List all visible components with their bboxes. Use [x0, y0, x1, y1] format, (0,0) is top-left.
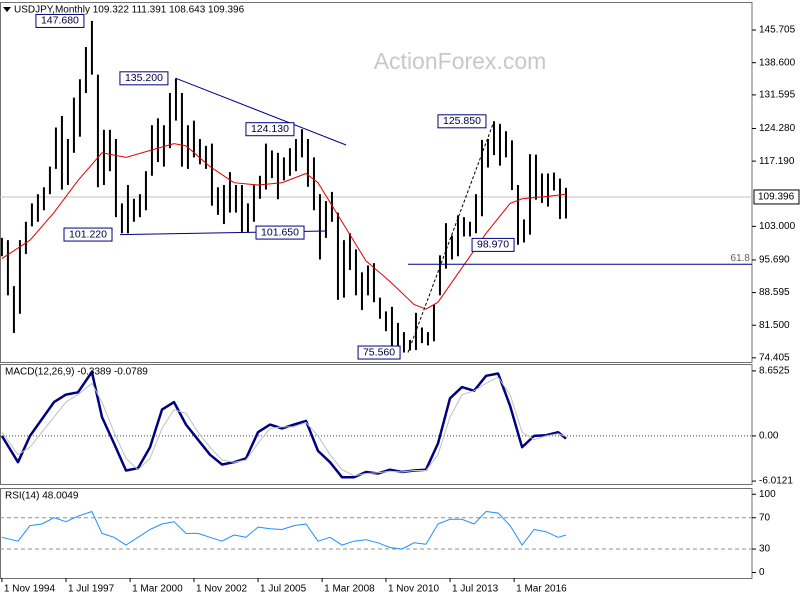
y-tick-label: 0.00: [759, 431, 779, 442]
y-tick-label: -6.0121: [759, 476, 793, 487]
annotation-box: [471, 237, 515, 252]
annotation-box: [245, 122, 295, 137]
panel-title: USDJPY,Monthly 109.322 111.391 108.643 1…: [14, 5, 245, 16]
annotation-label: 147.680: [41, 15, 79, 27]
annotation-box: [63, 227, 113, 242]
x-tick-label: 1 Mar 2000: [132, 584, 183, 595]
x-tick-label: 1 Mar 2008: [324, 584, 375, 595]
x-tick-label: 1 Jul 2005: [260, 584, 307, 595]
y-tick-label: 88.595: [759, 287, 790, 298]
y-tick-label: 74.405: [759, 352, 790, 363]
y-tick-label: 131.595: [759, 90, 796, 101]
annotation-label: 124.130: [251, 123, 289, 135]
y-tick-label: 70: [759, 512, 771, 523]
last-price-box: [753, 189, 800, 205]
annotation-box: [35, 13, 85, 28]
x-tick-label: 1 Nov 1994: [4, 584, 56, 595]
annotation-label: 135.200: [125, 72, 163, 84]
y-tick-label: 30: [759, 544, 771, 555]
annotation-box: [119, 71, 169, 86]
trend-line: [175, 77, 347, 146]
x-tick-label: 1 Nov 2002: [196, 584, 248, 595]
x-tick-label: 1 Mar 2016: [516, 584, 567, 595]
indicator-line: [1, 511, 567, 550]
panel-frame: [0, 488, 753, 579]
annotation-box: [437, 114, 487, 129]
y-tick-label: 117.190: [759, 156, 795, 167]
x-tick-label: 1 Nov 2010: [388, 584, 440, 595]
panel-title: MACD(12,26,9) -0.3389 -0.0789: [5, 367, 148, 378]
annotation-label: 125.850: [443, 115, 481, 127]
y-tick-label: 100: [759, 489, 776, 500]
y-tick-label: 81.500: [759, 320, 790, 331]
symbol-icon: [3, 7, 11, 12]
y-tick-label: 8.6525: [759, 366, 790, 377]
annotation-box: [255, 225, 305, 240]
panel-frame: [0, 364, 753, 485]
annotation-label: 101.220: [69, 228, 107, 240]
y-tick-label: 95.690: [759, 255, 790, 266]
watermark: ActionForex.com: [374, 48, 547, 74]
annotation-label: 98.970: [477, 239, 509, 251]
trend-line: [407, 121, 495, 353]
x-tick-label: 1 Jul 1997: [68, 584, 115, 595]
panel-frame: [0, 2, 753, 363]
y-tick-label: 124.280: [759, 123, 796, 134]
y-tick-label: 0: [759, 567, 765, 578]
last-price-label: 109.396: [758, 192, 795, 203]
panel-title: RSI(14) 48.0049: [5, 491, 79, 502]
y-tick-label: 103.000: [759, 221, 796, 232]
y-tick-label: 138.600: [759, 57, 796, 68]
indicator-line: [0, 370, 567, 479]
x-tick-label: 1 Jul 2013: [452, 584, 499, 595]
y-tick-label: 145.705: [759, 25, 796, 36]
annotation-label: 101.650: [261, 226, 299, 238]
indicator-line: [1, 376, 567, 477]
annotation-box: [357, 345, 401, 360]
fibonacci-label: 61.8: [731, 253, 751, 264]
annotation-label: 75.560: [363, 346, 395, 358]
